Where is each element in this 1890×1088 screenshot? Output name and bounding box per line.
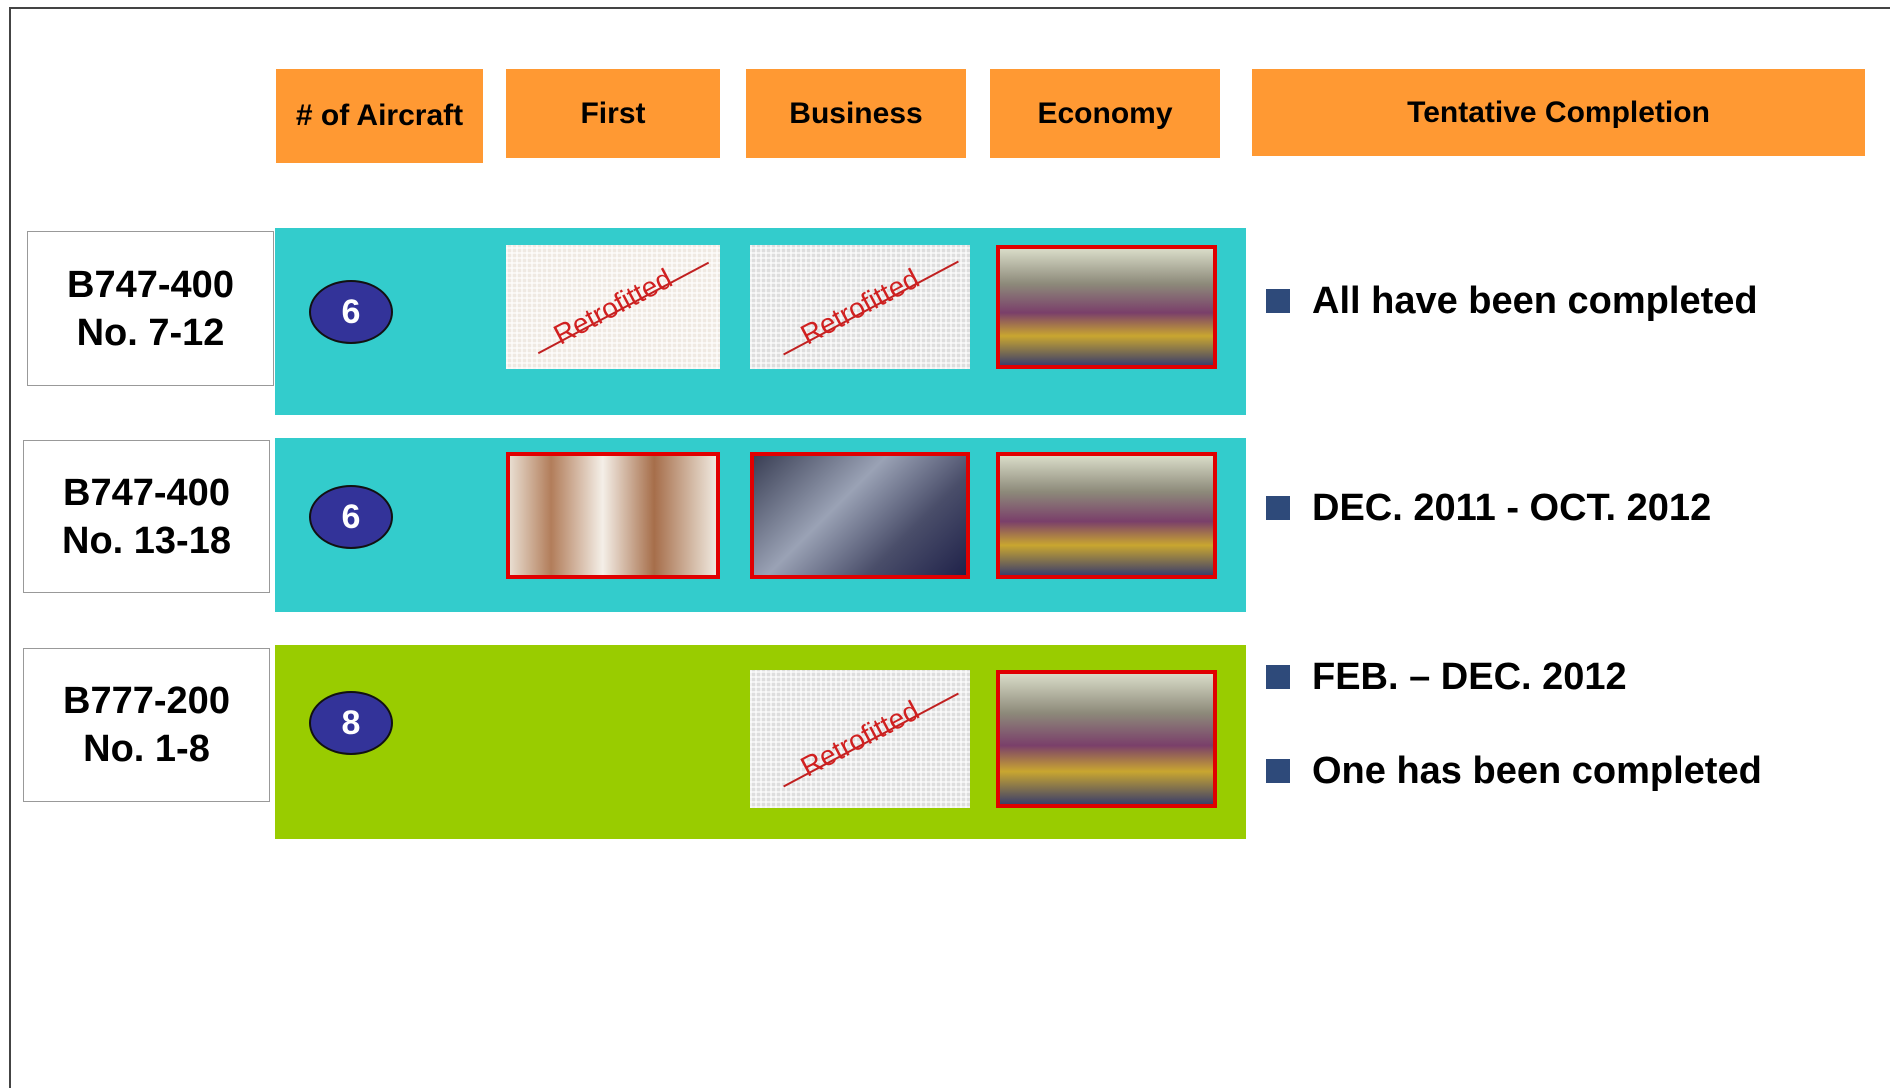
aircraft-label: B747-400 No. 7-12	[27, 231, 274, 386]
cabin-photo: Retrofitted	[750, 670, 970, 808]
completion-item: DEC. 2011 - OCT. 2012	[1266, 484, 1711, 532]
retrofitted-stamp: Retrofitted	[795, 262, 925, 351]
completion-item: All have been completed	[1266, 277, 1758, 325]
aircraft-label: B777-200 No. 1-8	[23, 648, 270, 802]
column-header: # of Aircraft	[276, 69, 483, 163]
aircraft-count: 6	[309, 485, 393, 549]
aircraft-count: 6	[309, 280, 393, 344]
aircraft-line: B747-400	[67, 263, 234, 306]
completion-item: One has been completed	[1266, 747, 1762, 795]
cabin-photo	[996, 245, 1217, 369]
aircraft-line: No. 13-18	[62, 519, 231, 562]
aircraft-label: B747-400 No. 13-18	[23, 440, 270, 593]
column-header: Business	[746, 69, 966, 158]
cabin-photo: Retrofitted	[506, 245, 720, 369]
aircraft-line: No. 7-12	[76, 311, 225, 354]
cabin-photo	[750, 452, 970, 579]
aircraft-line: No. 1-8	[83, 728, 210, 770]
column-header: Economy	[990, 69, 1220, 158]
retrofitted-stamp: Retrofitted	[795, 694, 925, 783]
cabin-photo	[996, 452, 1217, 579]
retrofitted-stamp: Retrofitted	[548, 262, 678, 351]
cabin-photo: Retrofitted	[750, 245, 970, 369]
column-header: First	[506, 69, 720, 158]
aircraft-line: B747-400	[63, 471, 230, 514]
cabin-photo	[506, 452, 720, 579]
aircraft-line: B777-200	[63, 680, 230, 722]
slide-border	[9, 7, 1890, 1088]
column-header: Tentative Completion	[1252, 69, 1865, 156]
completion-item: FEB. – DEC. 2012	[1266, 653, 1627, 701]
aircraft-count: 8	[309, 691, 393, 755]
cabin-photo	[996, 670, 1217, 808]
